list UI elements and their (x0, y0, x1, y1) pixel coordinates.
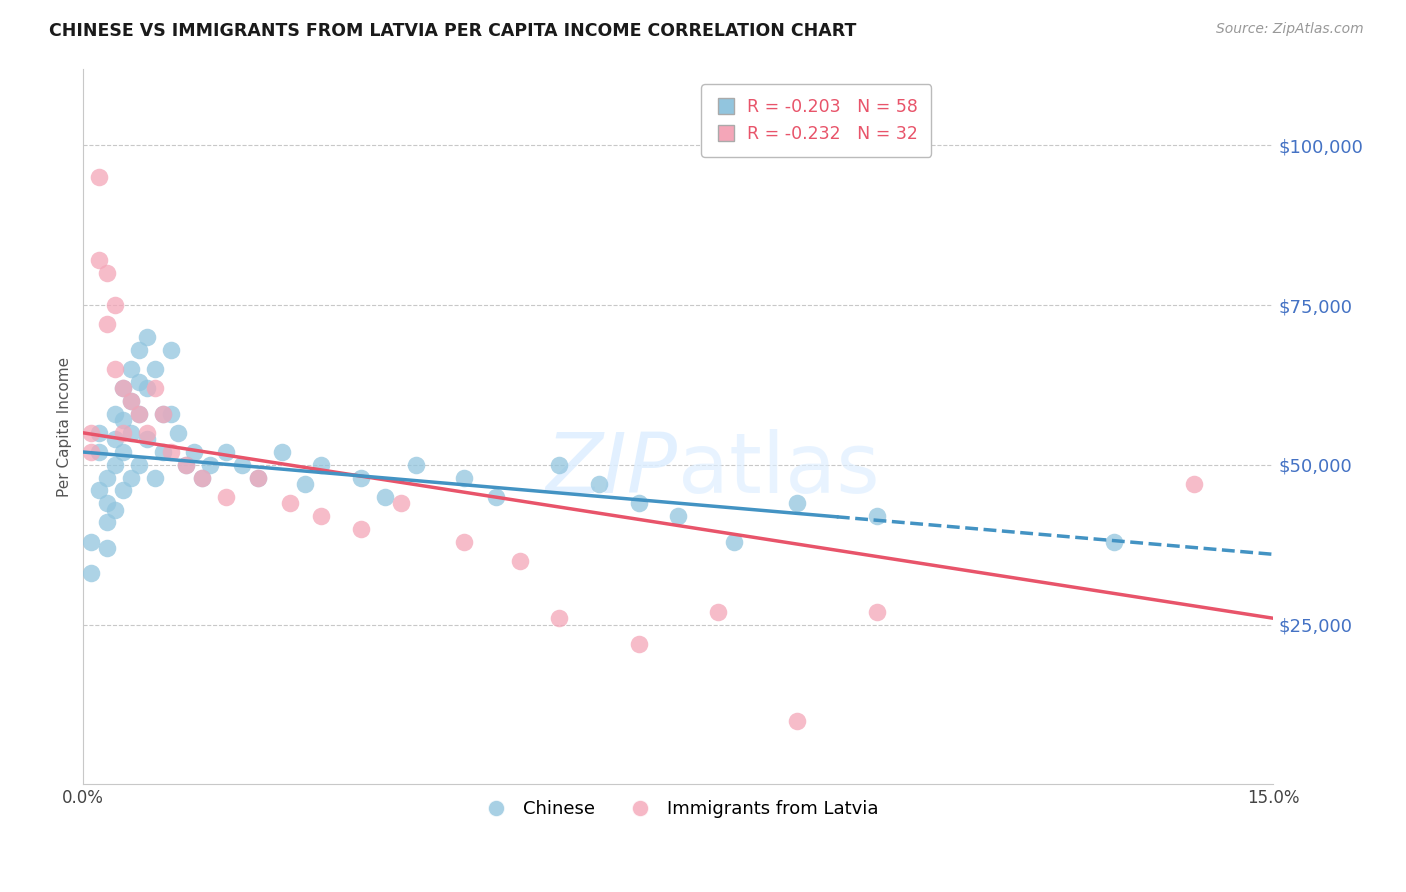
Point (309, 508, 332, 523)
Point (111, 413, 134, 427)
Point (309, 458, 332, 472)
Point (627, 496, 650, 510)
Point (143, 381, 166, 395)
Point (111, 381, 134, 395)
Point (152, 407, 174, 421)
Point (120, 425, 142, 440)
Point (278, 496, 301, 510)
Point (350, 522, 373, 536)
Point (723, 534, 745, 549)
Point (231, 458, 253, 472)
Point (128, 375, 150, 389)
Point (374, 490, 396, 504)
Point (453, 470, 475, 484)
Point (104, 362, 127, 376)
Point (135, 381, 157, 395)
Point (786, 496, 808, 510)
Point (176, 458, 198, 472)
Point (89, 483, 111, 498)
Point (120, 393, 142, 408)
Point (294, 477, 316, 491)
Text: Source: ZipAtlas.com: Source: ZipAtlas.com (1216, 22, 1364, 37)
Text: CHINESE VS IMMIGRANTS FROM LATVIA PER CAPITA INCOME CORRELATION CHART: CHINESE VS IMMIGRANTS FROM LATVIA PER CA… (49, 22, 856, 40)
Point (96, 516, 118, 530)
Point (1104, 534, 1126, 549)
Point (89, 445, 111, 459)
Point (548, 611, 571, 625)
Point (104, 407, 127, 421)
Point (509, 554, 531, 568)
Point (120, 470, 142, 484)
Point (135, 330, 157, 344)
Point (104, 298, 127, 312)
Point (111, 425, 134, 440)
Point (215, 445, 238, 459)
Text: atlas: atlas (678, 429, 880, 510)
Point (666, 508, 689, 523)
Point (96, 541, 118, 555)
Point (143, 362, 166, 376)
Point (104, 458, 127, 472)
Point (405, 458, 427, 472)
Point (159, 343, 181, 357)
Point (135, 425, 157, 440)
Point (120, 393, 142, 408)
Point (80, 445, 103, 459)
Point (111, 381, 134, 395)
Point (453, 534, 475, 549)
Point (96, 317, 118, 331)
Point (627, 637, 650, 651)
Point (176, 458, 198, 472)
Point (159, 407, 181, 421)
Point (865, 605, 887, 619)
Point (89, 425, 111, 440)
Point (96, 266, 118, 280)
Point (111, 445, 134, 459)
Point (183, 445, 205, 459)
Point (104, 432, 127, 446)
Point (548, 458, 571, 472)
Point (389, 496, 412, 510)
Point (191, 470, 214, 484)
Point (167, 425, 190, 440)
Point (120, 362, 142, 376)
Point (152, 445, 174, 459)
Point (707, 605, 730, 619)
Point (246, 470, 269, 484)
Point (80, 534, 103, 549)
Point (128, 343, 150, 357)
Point (159, 445, 181, 459)
Point (191, 470, 214, 484)
Point (135, 432, 157, 446)
Point (152, 407, 174, 421)
Point (786, 714, 808, 728)
Point (1182, 477, 1205, 491)
Point (128, 407, 150, 421)
Point (96, 470, 118, 484)
Point (89, 170, 111, 185)
Legend: Chinese, Immigrants from Latvia: Chinese, Immigrants from Latvia (471, 793, 886, 825)
Point (128, 458, 150, 472)
Point (128, 407, 150, 421)
Point (215, 490, 238, 504)
Point (80, 425, 103, 440)
Text: ZIP: ZIP (546, 429, 678, 510)
Point (89, 253, 111, 268)
Point (588, 477, 610, 491)
Point (96, 496, 118, 510)
Point (865, 508, 887, 523)
Y-axis label: Per Capita Income: Per Capita Income (58, 357, 72, 497)
Point (200, 458, 222, 472)
Point (485, 490, 508, 504)
Point (143, 470, 166, 484)
Point (80, 566, 103, 581)
Point (350, 470, 373, 484)
Point (104, 502, 127, 516)
Point (246, 470, 269, 484)
Point (270, 445, 292, 459)
Point (111, 483, 134, 498)
